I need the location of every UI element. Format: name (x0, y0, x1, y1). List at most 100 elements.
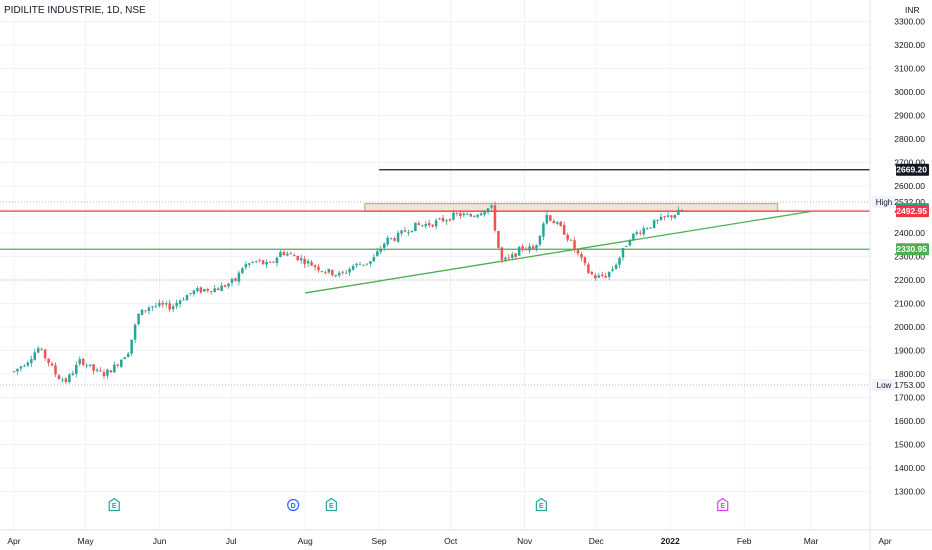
candle-body (261, 260, 265, 265)
y-tick-label: 1400.00 (894, 463, 925, 473)
y-tick-label: 3000.00 (894, 87, 925, 97)
candle-body (126, 353, 130, 357)
candle-body (663, 216, 666, 218)
event-label: E (720, 503, 725, 510)
candle-body (351, 265, 355, 270)
candle-body (209, 291, 213, 293)
candle-body (590, 271, 594, 275)
candle-body (43, 349, 47, 359)
candle-body (161, 302, 165, 305)
candle-body (670, 215, 673, 218)
x-tick-label: Jun (153, 536, 167, 546)
x-tick-label: Oct (444, 536, 458, 546)
x-tick-label: Sep (372, 536, 387, 546)
candle-body (23, 365, 26, 367)
y-tick-label: 1900.00 (894, 346, 925, 356)
candle-body (448, 219, 452, 221)
candle-body (109, 370, 113, 373)
candle-body (379, 248, 383, 252)
candle-body (424, 224, 428, 227)
candle-body (479, 213, 483, 216)
y-tick-label: 2900.00 (894, 111, 925, 121)
candle-body (137, 313, 140, 325)
y-tick-label: 2800.00 (894, 134, 925, 144)
candle-body (237, 272, 241, 282)
candle-body (628, 240, 632, 246)
candle-body (611, 269, 614, 271)
candle-body (54, 365, 57, 375)
x-tick-label: Dec (589, 536, 605, 546)
candle-body (272, 261, 275, 263)
candle-body (116, 364, 120, 366)
candle-body (313, 265, 317, 267)
candle-body (81, 358, 85, 365)
candle-body (306, 261, 310, 264)
candle-body (106, 369, 109, 376)
candle-body (92, 364, 95, 371)
candle-body (241, 268, 244, 274)
y-tick-label: 1800.00 (894, 369, 925, 379)
candle-body (376, 251, 379, 256)
candle-body (265, 262, 268, 265)
x-tick-label: Apr (878, 536, 891, 546)
candle-body (535, 244, 538, 249)
low-value: 1753.00 (894, 380, 925, 390)
y-tick-label: 2400.00 (894, 228, 925, 238)
price-tag-bg (896, 205, 929, 218)
candle-body (30, 359, 33, 364)
candle-body (244, 264, 248, 268)
candle-body (168, 303, 171, 310)
x-tick-label: Jul (226, 536, 237, 546)
candle-body (493, 205, 497, 231)
candle-body (275, 257, 279, 264)
chart-title: PIDILITE INDUSTRIE, 1D, NSE (4, 5, 146, 16)
x-tick-label: Apr (7, 536, 20, 546)
candle-body (445, 220, 448, 222)
candle-body (362, 264, 365, 266)
y-tick-label: 1300.00 (894, 487, 925, 497)
candle-body (673, 215, 677, 218)
candles-layer (12, 201, 684, 384)
candle-body (621, 248, 625, 258)
candle-body (486, 208, 490, 213)
candle-body (531, 246, 535, 249)
y-tick-label: 2100.00 (894, 299, 925, 309)
candle-body (85, 365, 88, 367)
candle-body (538, 235, 542, 245)
candle-body (279, 252, 282, 258)
candle-body (286, 253, 289, 256)
candle-body (372, 257, 376, 262)
candle-body (389, 237, 393, 239)
candle-body (223, 285, 227, 287)
grid-layer (0, 0, 886, 530)
candle-body (469, 214, 472, 217)
candle-body (293, 255, 296, 257)
candle-body (434, 220, 438, 227)
candle-body (500, 247, 504, 260)
candle-body (472, 216, 476, 217)
candle-body (562, 224, 566, 235)
candle-body (26, 362, 30, 366)
candle-body (594, 275, 597, 279)
candle-body (528, 246, 531, 251)
candle-body (147, 307, 151, 311)
candle-body (396, 232, 400, 242)
high-label-bg (872, 195, 896, 208)
candle-body (324, 272, 327, 274)
candle-body (68, 374, 71, 383)
candle-body (455, 213, 459, 214)
candle-body (604, 275, 607, 278)
candle-body (427, 222, 431, 226)
x-tick-label: Aug (298, 536, 313, 546)
candle-body (334, 274, 338, 277)
candle-body (158, 302, 161, 306)
candle-body (355, 263, 358, 266)
candle-body (431, 224, 434, 227)
candle-body (220, 285, 223, 292)
earnings-event-icon (325, 497, 337, 512)
candle-body (441, 217, 445, 222)
candle-body (57, 375, 61, 380)
x-tick-label: Nov (517, 536, 533, 546)
candle-body (320, 271, 324, 272)
